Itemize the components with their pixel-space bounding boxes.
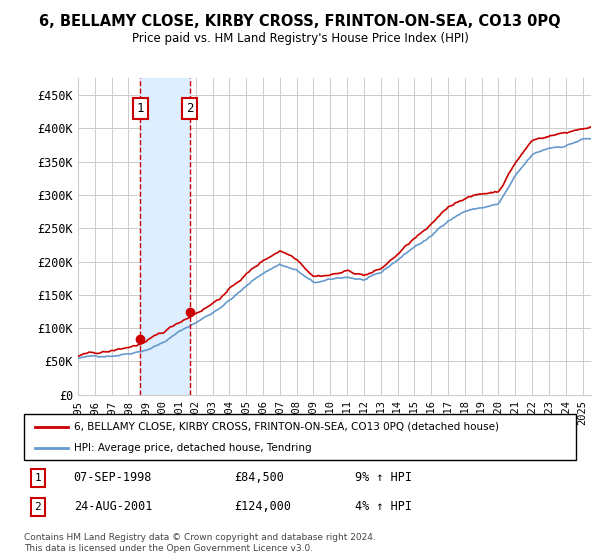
Text: 24-AUG-2001: 24-AUG-2001: [74, 500, 152, 513]
Bar: [140, 78, 190, 395]
Text: 1: 1: [136, 102, 144, 115]
Text: £84,500: £84,500: [234, 471, 284, 484]
Text: 1: 1: [34, 473, 41, 483]
Text: Price paid vs. HM Land Registry's House Price Index (HPI): Price paid vs. HM Land Registry's House …: [131, 32, 469, 45]
Text: 07-SEP-1998: 07-SEP-1998: [74, 471, 152, 484]
Text: 2: 2: [34, 502, 41, 512]
Text: 2: 2: [186, 102, 194, 115]
Text: HPI: Average price, detached house, Tendring: HPI: Average price, detached house, Tend…: [74, 443, 311, 453]
Text: Contains HM Land Registry data © Crown copyright and database right 2024.
This d: Contains HM Land Registry data © Crown c…: [24, 533, 376, 553]
Text: £124,000: £124,000: [234, 500, 291, 513]
Text: 6, BELLAMY CLOSE, KIRBY CROSS, FRINTON-ON-SEA, CO13 0PQ: 6, BELLAMY CLOSE, KIRBY CROSS, FRINTON-O…: [39, 14, 561, 29]
FancyBboxPatch shape: [24, 414, 576, 460]
Text: 4% ↑ HPI: 4% ↑ HPI: [355, 500, 412, 513]
Text: 6, BELLAMY CLOSE, KIRBY CROSS, FRINTON-ON-SEA, CO13 0PQ (detached house): 6, BELLAMY CLOSE, KIRBY CROSS, FRINTON-O…: [74, 422, 499, 432]
Text: 9% ↑ HPI: 9% ↑ HPI: [355, 471, 412, 484]
